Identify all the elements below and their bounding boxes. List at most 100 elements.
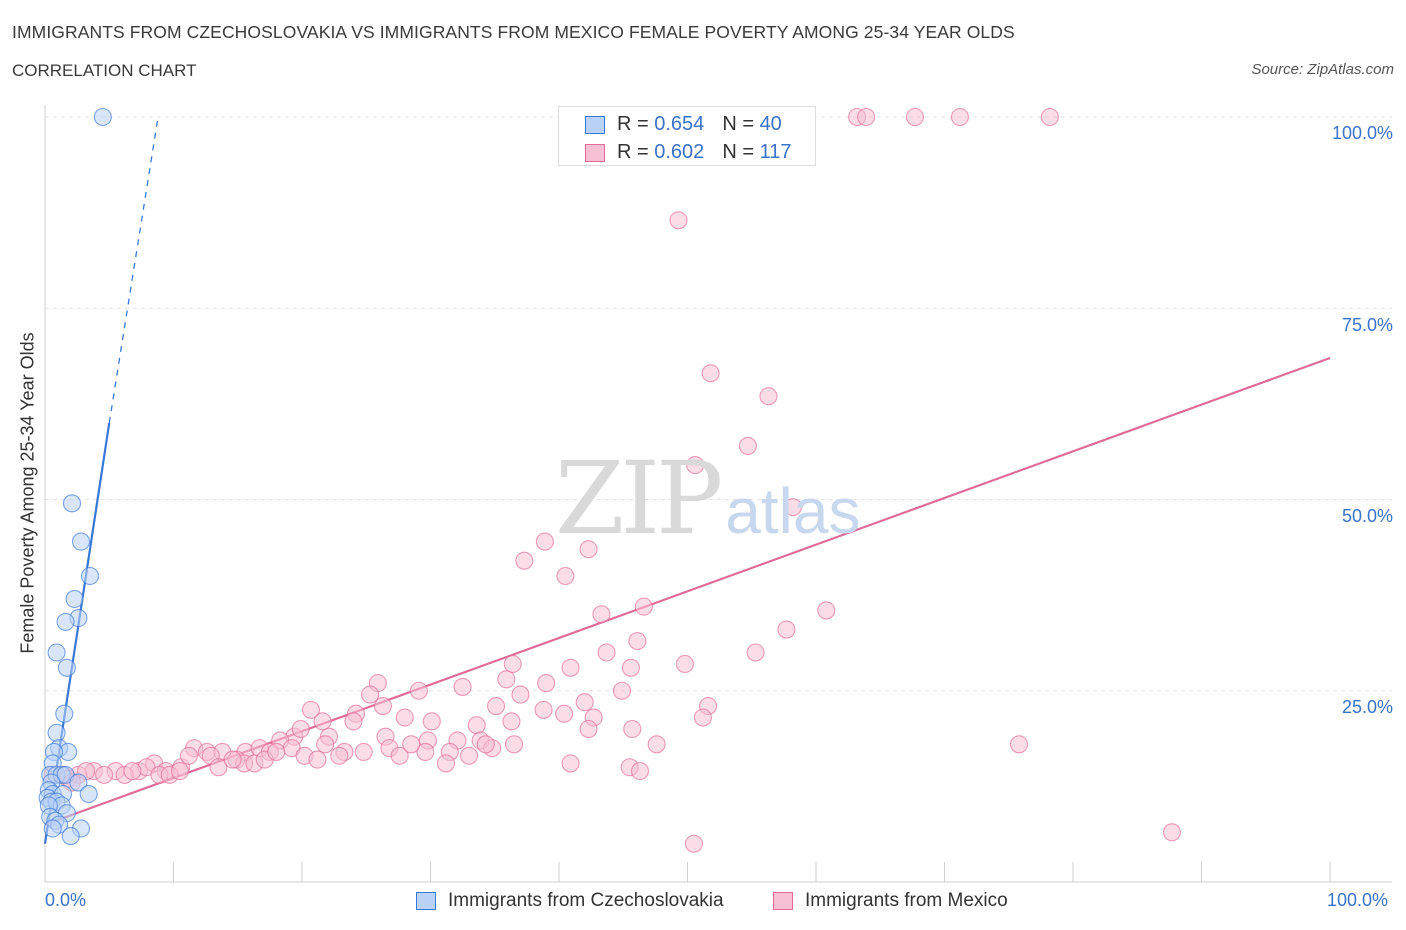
mexico-swatch — [585, 144, 605, 162]
point-mexico — [354, 742, 373, 762]
point-mexico — [630, 762, 650, 781]
point-mexico — [579, 540, 598, 559]
point-mexico — [950, 107, 969, 127]
source-credit: Source: ZipAtlas.com — [1251, 61, 1394, 78]
point-mexico — [905, 107, 924, 127]
point-mexico — [592, 605, 611, 624]
r-label: R = — [617, 113, 655, 135]
n-label: N = — [722, 141, 760, 163]
watermark-zip: ZIP — [555, 440, 723, 557]
y-tick-label-50: 50.0% — [1341, 506, 1393, 526]
point-mexico — [316, 735, 335, 754]
point-mexico — [1162, 823, 1181, 842]
point-mexico — [623, 719, 642, 739]
point-mexico — [402, 735, 421, 754]
point-czechoslovakia — [69, 773, 88, 792]
r-value: 0.602 — [654, 141, 705, 163]
y-tick-label-25: 25.0% — [1341, 697, 1393, 717]
point-mexico — [361, 685, 380, 704]
point-mexico — [503, 654, 522, 674]
point-mexico — [556, 566, 575, 586]
point-mexico — [669, 211, 688, 230]
point-mexico — [777, 620, 796, 639]
point-mexico — [575, 693, 594, 712]
point-mexico — [701, 364, 720, 383]
point-mexico — [373, 696, 393, 716]
point-mexico — [535, 532, 554, 551]
y-tick-label-75: 75.0% — [1341, 315, 1393, 335]
point-mexico — [783, 498, 802, 517]
point-czechoslovakia — [65, 589, 84, 609]
point-mexico — [313, 712, 332, 731]
point-mexico — [223, 750, 242, 769]
point-czechoslovakia — [47, 723, 66, 742]
r-label: R = — [617, 141, 655, 163]
point-mexico — [486, 696, 506, 716]
point-mexico — [738, 436, 757, 456]
scatter-points — [38, 107, 1181, 853]
stats-text: R = 0.654 N = 40 — [617, 113, 782, 136]
point-mexico — [436, 754, 455, 773]
n-value: 40 — [759, 113, 782, 135]
czechoslovakia-swatch — [585, 116, 605, 134]
point-mexico — [647, 735, 666, 754]
point-mexico — [621, 658, 641, 677]
point-mexico — [597, 643, 616, 662]
point-czechoslovakia — [56, 612, 75, 631]
stats-text: R = 0.602 N = 117 — [617, 141, 791, 164]
x-tick-label-max: 100.0% — [1327, 890, 1389, 910]
point-mexico — [291, 719, 310, 739]
point-mexico — [534, 700, 553, 719]
trendline-extension-czechoslovakia — [108, 116, 159, 424]
point-mexico — [675, 654, 694, 674]
point-mexico — [308, 750, 327, 769]
point-czechoslovakia — [71, 532, 91, 551]
point-mexico — [453, 677, 472, 696]
point-mexico — [416, 742, 435, 762]
point-mexico — [579, 719, 598, 739]
point-mexico — [95, 765, 114, 784]
point-mexico — [497, 670, 516, 689]
point-mexico — [170, 762, 189, 781]
point-mexico — [857, 107, 876, 127]
y-axis-label: Female Poverty Among 25-34 Year Olds — [17, 332, 38, 654]
point-mexico — [409, 681, 428, 700]
series-legend: Immigrants from Czechoslovakia Immigrant… — [0, 888, 1406, 918]
zipatlas-watermark: ZIPatlas — [555, 440, 860, 557]
point-czechoslovakia — [61, 827, 80, 846]
n-value: 117 — [759, 141, 792, 163]
point-mexico — [561, 754, 580, 773]
stats-legend: R = 0.654 N = 40 R = 0.602 N = 117 — [558, 106, 816, 166]
point-mexico — [123, 762, 142, 781]
point-mexico — [467, 716, 486, 735]
point-mexico — [1040, 107, 1059, 127]
x-tick-label-min: 0.0% — [45, 890, 87, 910]
point-mexico — [634, 597, 653, 616]
point-mexico — [390, 746, 409, 765]
point-mexico — [746, 643, 765, 662]
point-czechoslovakia — [80, 566, 100, 586]
point-mexico — [612, 681, 632, 700]
chart-title: IMMIGRANTS FROM CZECHOSLOVAKIA VS IMMIGR… — [12, 22, 1015, 42]
point-mexico — [817, 601, 836, 620]
point-czechoslovakia — [93, 107, 112, 127]
point-mexico — [502, 712, 521, 731]
point-mexico — [1009, 735, 1029, 754]
mexico-swatch — [773, 892, 793, 910]
chart-subtitle: CORRELATION CHART — [12, 61, 197, 80]
point-mexico — [422, 712, 441, 731]
point-mexico — [555, 704, 574, 723]
point-czechoslovakia — [47, 643, 66, 662]
point-mexico — [684, 834, 703, 853]
point-mexico — [344, 712, 363, 731]
point-mexico — [459, 746, 479, 765]
point-mexico — [537, 674, 556, 693]
point-mexico — [759, 387, 778, 406]
point-mexico — [330, 746, 349, 765]
legend-label: Immigrants from Mexico — [805, 890, 1008, 911]
czechoslovakia-swatch — [416, 892, 436, 910]
point-mexico — [515, 551, 534, 570]
point-mexico — [476, 735, 495, 754]
point-czechoslovakia — [57, 658, 76, 677]
